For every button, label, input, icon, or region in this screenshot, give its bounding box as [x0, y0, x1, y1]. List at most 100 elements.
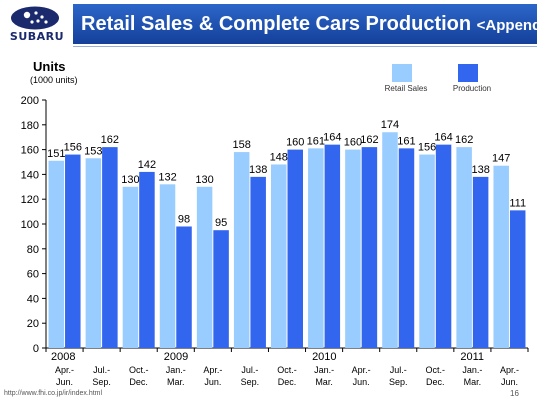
- legend-item-production: Production: [446, 58, 506, 98]
- category-label: Mar.: [315, 377, 333, 387]
- category-label: Jul.-: [390, 365, 407, 375]
- y-tick-label: 200: [21, 95, 39, 107]
- category-label: Jul.-: [93, 365, 110, 375]
- bar-production: [324, 144, 341, 348]
- bar-retail-sales: [419, 154, 435, 348]
- y-tick-label: 40: [27, 293, 39, 305]
- category-label: Dec.: [129, 377, 148, 387]
- category-label: Jun.: [501, 377, 518, 387]
- legend-swatch-retail: [392, 64, 412, 82]
- y-tick-label: 140: [21, 169, 39, 181]
- units-label: Units: [33, 59, 66, 74]
- bar-retail-sales: [271, 164, 287, 348]
- bar-retail-sales: [122, 186, 139, 348]
- bar-production: [139, 171, 155, 348]
- bar-production: [435, 144, 452, 348]
- data-label-retail-sales: 153: [84, 145, 102, 157]
- category-label: Jun.: [204, 377, 221, 387]
- bar-production: [65, 154, 81, 348]
- bar-retail-sales: [48, 160, 65, 348]
- data-label-retail-sales: 130: [121, 174, 139, 186]
- legend-label-production: Production: [452, 84, 492, 93]
- bar-production: [213, 230, 229, 348]
- y-tick-label: 160: [21, 145, 39, 157]
- bar-production: [176, 226, 192, 348]
- category-label: Sep.: [241, 377, 260, 387]
- bar-retail-sales: [345, 149, 361, 348]
- data-label-production: 162: [101, 134, 119, 146]
- category-label: Jun.: [353, 377, 370, 387]
- legend-label-retail: Retail Sales: [384, 84, 428, 93]
- header-divider: [73, 46, 537, 47]
- data-label-production: 160: [286, 137, 304, 149]
- data-label-retail-sales: 156: [418, 142, 436, 154]
- data-label-production: 164: [323, 132, 341, 144]
- title-subtitle: <Appendix>: [476, 17, 540, 34]
- category-label: Jan.-: [314, 365, 334, 375]
- slide-header: SUBARU Retail Sales & Complete Cars Prod…: [0, 0, 540, 50]
- year-label: 2010: [312, 351, 336, 363]
- year-label: 2009: [164, 351, 188, 363]
- y-tick-label: 100: [21, 219, 39, 231]
- data-label-production: 138: [249, 164, 267, 176]
- data-label-production: 164: [434, 132, 452, 144]
- bar-retail-sales: [85, 158, 102, 348]
- title-main: Retail Sales & Complete Cars Production: [81, 13, 472, 35]
- year-label: 2008: [51, 351, 75, 363]
- data-label-retail-sales: 162: [455, 134, 473, 146]
- data-label-retail-sales: 160: [344, 137, 362, 149]
- bar-production: [509, 210, 526, 348]
- category-label: Oct.-: [426, 365, 446, 375]
- data-label-retail-sales: 158: [232, 139, 250, 151]
- category-label: Jun.: [56, 377, 73, 387]
- category-label: Sep.: [92, 377, 111, 387]
- data-label-retail-sales: 161: [307, 135, 325, 147]
- bar-retail-sales: [456, 147, 472, 348]
- bar-retail-sales: [493, 165, 509, 348]
- legend-swatch-production: [458, 64, 478, 82]
- data-label-production: 156: [64, 142, 82, 154]
- category-label: Mar.: [464, 377, 482, 387]
- chart-legend: Retail Sales Production: [380, 58, 510, 98]
- y-tick-label: 20: [27, 318, 39, 330]
- data-label-production: 111: [509, 197, 526, 209]
- bar-production: [361, 147, 378, 348]
- y-tick-label: 0: [33, 343, 39, 355]
- category-label: Jan.-: [462, 365, 482, 375]
- category-label: Apr.-: [203, 365, 222, 375]
- data-label-retail-sales: 174: [381, 119, 399, 131]
- units-sublabel: (1000 units): [30, 75, 78, 85]
- category-label: Apr.-: [500, 365, 519, 375]
- data-label-retail-sales: 151: [47, 148, 65, 160]
- category-label: Dec.: [278, 377, 297, 387]
- footer-url[interactable]: http://www.fhi.co.jp/ir/index.html: [4, 390, 103, 397]
- year-label: 2011: [460, 351, 484, 363]
- data-label-retail-sales: 147: [492, 153, 510, 165]
- bar-retail-sales: [159, 184, 176, 348]
- bar-production: [102, 147, 118, 348]
- data-label-production: 162: [360, 134, 378, 146]
- category-label: Oct.-: [277, 365, 297, 375]
- data-label-retail-sales: 132: [158, 171, 176, 183]
- bar-production: [472, 176, 489, 348]
- page-number: 16: [510, 389, 519, 398]
- logo-text: SUBARU: [9, 30, 65, 43]
- data-label-retail-sales: 148: [270, 151, 288, 163]
- subaru-logo: SUBARU: [0, 0, 73, 50]
- bar-retail-sales: [382, 132, 398, 348]
- page-title: Retail Sales & Complete Cars Production …: [81, 13, 540, 36]
- data-label-production: 142: [138, 159, 156, 171]
- category-label: Jul.-: [241, 365, 258, 375]
- bar-production: [398, 148, 415, 348]
- y-tick-label: 60: [27, 269, 39, 281]
- category-label: Sep.: [389, 377, 408, 387]
- title-bar: Retail Sales & Complete Cars Production …: [73, 4, 540, 44]
- bar-retail-sales: [233, 152, 250, 348]
- data-label-retail-sales: 130: [195, 174, 213, 186]
- y-tick-label: 80: [27, 244, 39, 256]
- category-label: Apr.-: [55, 365, 74, 375]
- subaru-stars-icon: [11, 6, 59, 30]
- data-label-production: 98: [178, 213, 190, 225]
- bar-production: [250, 176, 266, 348]
